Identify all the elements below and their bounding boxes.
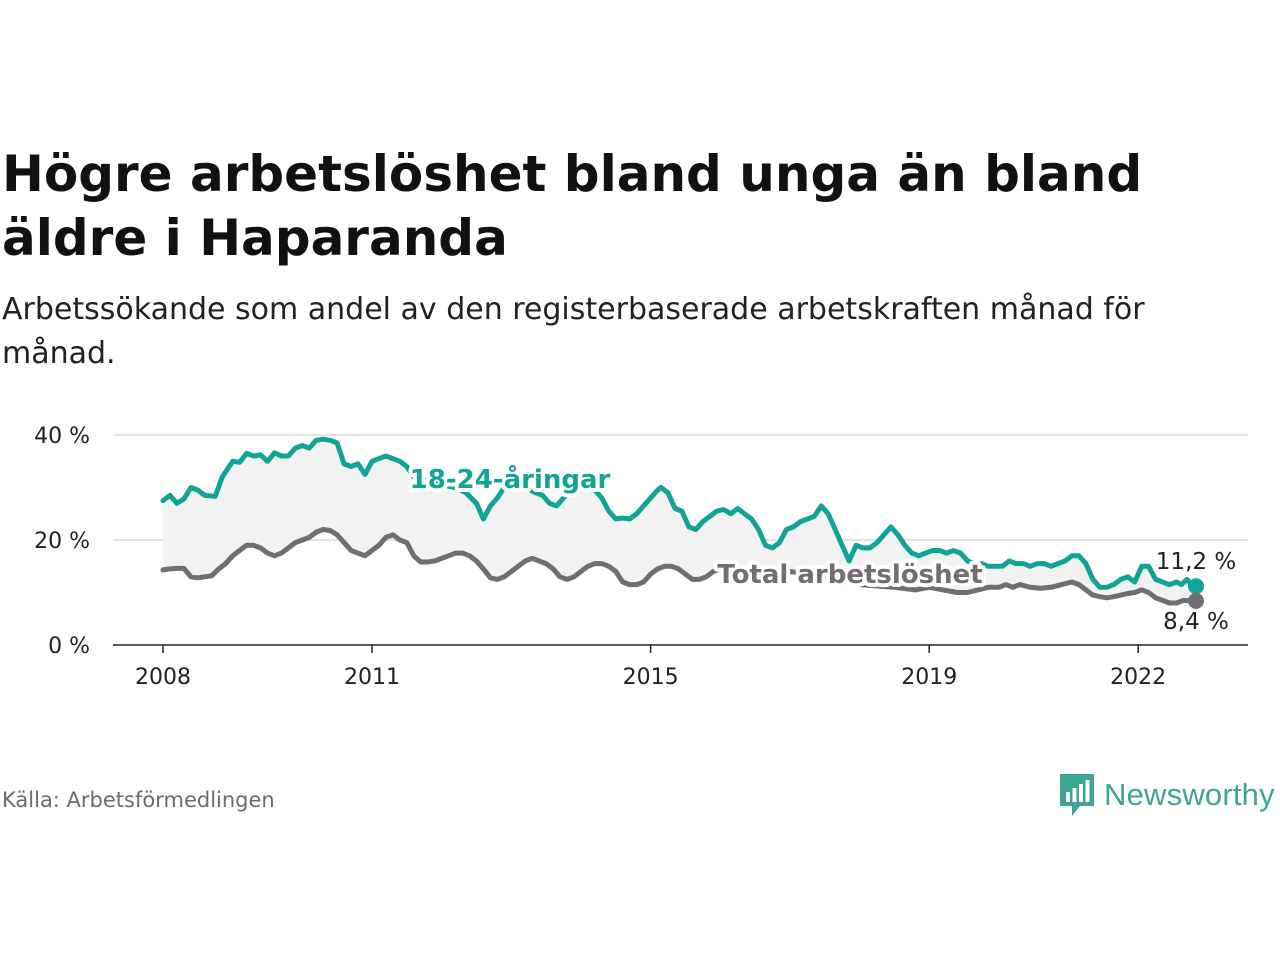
tick-layer: 0 % 20 % 40 % 2008 2011 2015 2019 2022 bbox=[34, 424, 1166, 690]
series-line-total bbox=[160, 527, 1199, 606]
range-band bbox=[163, 439, 1196, 603]
chart-subtitle: Arbetssökande som andel av den registerb… bbox=[2, 292, 1145, 371]
y-tick-label: 20 % bbox=[34, 529, 90, 554]
x-tick-label: 2019 bbox=[901, 665, 957, 690]
brand-logo[interactable]: Newsworthy bbox=[1058, 772, 1275, 818]
x-tick-label: 2022 bbox=[1110, 665, 1166, 690]
x-tick-label: 2015 bbox=[623, 665, 679, 690]
brand-name: Newsworthy bbox=[1104, 777, 1275, 812]
series-layer bbox=[160, 436, 1204, 609]
source-note: Källa: Arbetsförmedlingen bbox=[2, 788, 275, 812]
end-label-youth: 11,2 % bbox=[1156, 549, 1236, 575]
x-tick-label: 2008 bbox=[135, 665, 191, 690]
series-label-total: Total arbetslöshet bbox=[717, 560, 982, 590]
series-endpoint-total bbox=[1188, 592, 1204, 609]
y-tick-label: 40 % bbox=[34, 424, 90, 449]
series-label-youth: 18-24-åringar bbox=[410, 463, 611, 495]
series-endpoint-youth bbox=[1188, 578, 1204, 595]
line-chart: 0 % 20 % 40 % 2008 2011 2015 2019 2022 18-24-år… bbox=[34, 424, 1248, 690]
chart-title: Högre arbetslöshet bland unga än bland ä… bbox=[2, 145, 1143, 267]
newsworthy-logo-icon bbox=[1060, 774, 1094, 816]
series-line-youth bbox=[160, 436, 1199, 590]
y-tick-label: 0 % bbox=[48, 634, 90, 659]
x-tick-label: 2011 bbox=[344, 665, 400, 690]
end-label-total: 8,4 % bbox=[1163, 609, 1229, 635]
